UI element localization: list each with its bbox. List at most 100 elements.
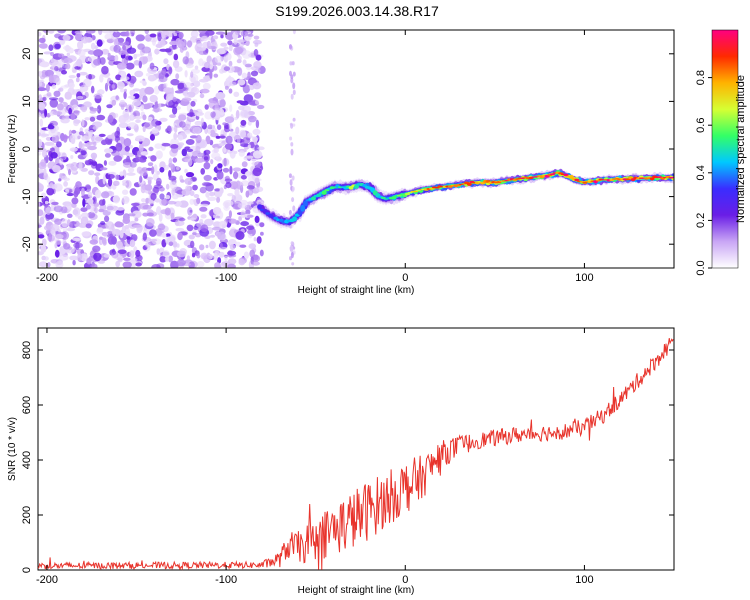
noise-blob [63, 181, 68, 187]
noise-blob [64, 91, 72, 100]
noise-blob [122, 261, 132, 268]
noise-blob [155, 43, 163, 49]
noise-blob [103, 253, 111, 258]
noise-blob [106, 174, 115, 179]
noise-blob [85, 223, 92, 229]
noise-blob [74, 110, 81, 115]
noise-blob [116, 62, 127, 70]
noise-blob [212, 65, 218, 71]
noise-blob [252, 261, 260, 266]
noise-blob [41, 192, 46, 199]
noise-blob [142, 95, 148, 103]
noise-blob [219, 187, 224, 194]
noise-blob [38, 37, 46, 44]
noise-blob [289, 70, 292, 77]
noise-blob [213, 35, 219, 40]
spectrogram-xtick-label: -200 [36, 272, 58, 284]
noise-blob [44, 108, 48, 118]
noise-blob [235, 241, 241, 247]
noise-blob [159, 256, 167, 263]
noise-blob [101, 65, 109, 75]
noise-blob [177, 82, 185, 90]
noise-blob [65, 44, 70, 53]
noise-blob [216, 170, 224, 180]
noise-blob [192, 232, 197, 236]
noise-blob [190, 100, 196, 107]
noise-blob [74, 66, 81, 70]
noise-blob [207, 196, 217, 201]
noise-blob [215, 92, 226, 100]
noise-blob [178, 32, 184, 39]
noise-blob [39, 61, 50, 68]
noise-blob [48, 97, 59, 101]
noise-blob [77, 40, 84, 50]
noise-blob [174, 219, 180, 227]
noise-blob [122, 44, 126, 51]
noise-blob [38, 152, 42, 156]
noise-blob [229, 81, 237, 87]
noise-blob [133, 60, 141, 66]
noise-blob [38, 43, 48, 49]
noise-blob [189, 190, 195, 197]
noise-blob [238, 216, 242, 220]
noise-blob [104, 153, 111, 158]
noise-blob [252, 136, 258, 143]
noise-blob [157, 32, 162, 42]
noise-blob [68, 107, 72, 115]
noise-blob [61, 175, 68, 180]
noise-blob [161, 233, 167, 238]
noise-blob [144, 86, 155, 95]
noise-blob [61, 218, 69, 228]
noise-blob [107, 52, 111, 58]
noise-blob [45, 136, 52, 141]
noise-blob [164, 48, 172, 53]
noise-blob [70, 112, 76, 120]
spectrogram-xtick-label: -100 [215, 272, 237, 284]
noise-blob [216, 196, 221, 203]
noise-blob [43, 168, 47, 176]
noise-blob [289, 246, 293, 250]
noise-blob [239, 244, 247, 248]
noise-blob [96, 227, 104, 233]
noise-blob [58, 254, 69, 261]
noise-blob [222, 122, 227, 126]
noise-blob [168, 66, 173, 75]
noise-blob [255, 186, 264, 193]
noise-blob [228, 60, 233, 67]
ridge-blob [300, 204, 306, 212]
noise-blob [55, 249, 60, 258]
noise-blob [153, 184, 163, 189]
noise-blob [142, 56, 148, 64]
noise-blob [81, 221, 86, 227]
noise-blob [103, 74, 110, 78]
noise-blob [108, 177, 113, 187]
noise-blob [240, 30, 249, 37]
noise-blob [98, 30, 103, 36]
noise-blob [219, 242, 223, 248]
spectrogram-xtick-label: 100 [575, 272, 593, 284]
noise-blob [172, 106, 178, 115]
noise-blob [228, 210, 232, 218]
noise-blob [101, 48, 110, 55]
noise-blob [46, 92, 52, 97]
noise-blob [92, 121, 103, 128]
noise-blob [75, 181, 82, 189]
noise-blob [288, 173, 292, 178]
noise-blob [200, 214, 207, 219]
noise-blob [228, 88, 233, 94]
noise-blob [223, 147, 227, 153]
noise-blob [244, 63, 252, 68]
noise-blob [255, 100, 259, 105]
noise-blob [238, 105, 245, 111]
noise-blob [231, 194, 236, 202]
noise-blob [200, 35, 209, 42]
noise-blob [85, 30, 96, 34]
noise-blob [80, 167, 88, 172]
noise-blob [61, 70, 67, 75]
noise-blob [147, 162, 154, 167]
noise-blob [81, 212, 90, 219]
noise-blob [237, 78, 246, 86]
noise-blob [72, 237, 82, 242]
noise-blob [42, 96, 47, 102]
